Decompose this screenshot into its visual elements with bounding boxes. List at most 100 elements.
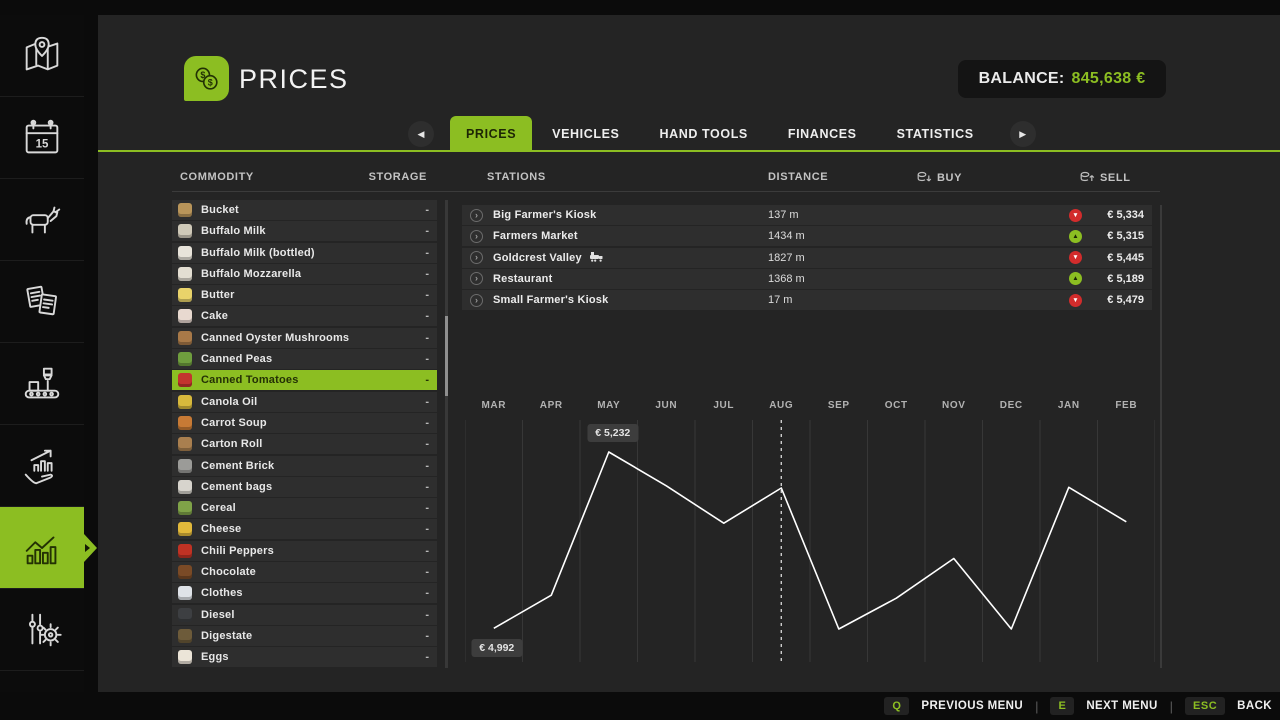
contracts-icon	[26, 285, 57, 315]
station-name: Farmers Market	[493, 230, 578, 243]
commodity-row[interactable]: Carton Roll -	[172, 434, 437, 455]
station-row[interactable]: › Big Farmer's Kiosk 137 m ▼ € 5,334	[462, 205, 1152, 225]
commodity-row[interactable]: Clothes -	[172, 583, 437, 604]
station-sell-price: € 5,189	[1107, 272, 1144, 285]
sidebar-item-finances[interactable]	[0, 425, 84, 507]
tab-vehicles[interactable]: VEHICLES	[552, 127, 620, 141]
commodity-row[interactable]: Cement bags -	[172, 476, 437, 497]
footer-action-previous-menu[interactable]: PREVIOUS MENU	[921, 700, 1024, 712]
commodity-storage-value: -	[425, 566, 429, 579]
price-trend-down-icon: ▼	[1069, 251, 1082, 265]
commodity-row[interactable]: Cement Brick -	[172, 455, 437, 476]
commodity-name: Canned Peas	[201, 353, 273, 366]
tab-prices[interactable]: PRICES	[450, 116, 533, 152]
commodity-row[interactable]: Buffalo Milk -	[172, 221, 437, 242]
commodity-name: Cereal	[201, 502, 236, 515]
commodity-name: Digestate	[201, 629, 253, 642]
tab-statistics[interactable]: STATISTICS	[896, 127, 974, 141]
sell-coins-icon	[1080, 171, 1095, 182]
commodity-name: Butter	[201, 289, 235, 302]
commodity-row[interactable]: Chili Peppers -	[172, 540, 437, 561]
chart-month-label: FEB	[1115, 400, 1138, 411]
commodity-storage-value: -	[425, 480, 429, 493]
commodity-storage-value: -	[425, 395, 429, 408]
sidebar-item-production[interactable]	[0, 343, 84, 425]
commodity-storage-value: -	[425, 629, 429, 642]
column-commodity: COMMODITY	[180, 171, 254, 183]
sidebar-item-contracts[interactable]	[0, 261, 84, 343]
svg-text:$: $	[200, 70, 205, 80]
station-row[interactable]: › Goldcrest Valley 1827 m ▼ € 5,445	[462, 247, 1152, 268]
footer-action-next-menu[interactable]: NEXT MENU	[1086, 700, 1158, 712]
commodity-scrollbar-thumb[interactable]	[445, 316, 448, 396]
commodity-storage-value: -	[425, 353, 429, 366]
chart-canvas	[465, 420, 1155, 662]
commodity-row[interactable]: Diesel -	[172, 604, 437, 625]
chart-value-label: € 4,992	[471, 639, 523, 658]
commodity-row[interactable]: Butter -	[172, 285, 437, 306]
tabs-prev-button[interactable]: ◀	[408, 121, 434, 147]
commodity-row[interactable]: Buffalo Mozzarella -	[172, 263, 437, 284]
sidebar-item-animals[interactable]	[0, 179, 84, 261]
station-distance: 17 m	[768, 294, 793, 307]
chart-month-label: MAR	[481, 400, 507, 411]
station-row[interactable]: › Small Farmer's Kiosk 17 m ▼ € 5,479	[462, 290, 1152, 311]
price-line	[493, 451, 1127, 630]
sidebar-item-map[interactable]	[0, 15, 84, 97]
column-storage: STORAGE	[368, 171, 427, 183]
tabs-next-button[interactable]: ▶	[1009, 121, 1036, 147]
commodity-name: Carrot Soup	[201, 416, 267, 429]
commodity-icon	[178, 266, 192, 281]
station-row[interactable]: › Farmers Market 1434 m ▲ € 5,315	[462, 226, 1152, 247]
tab-hand-tools[interactable]: HAND TOOLS	[659, 127, 748, 141]
commodity-row[interactable]: Digestate -	[172, 625, 437, 646]
footer-action-back[interactable]: BACK	[1237, 700, 1272, 712]
commodity-row[interactable]: Buffalo Milk (bottled) -	[172, 242, 437, 263]
station-marker-icon: ›	[470, 251, 483, 265]
keycap-q: Q	[884, 697, 910, 715]
commodity-row[interactable]: Canola Oil -	[172, 391, 437, 412]
sidebar-item-settings[interactable]	[0, 589, 84, 671]
balance-value: 845,638 €	[1071, 70, 1146, 87]
stations-scrollbar[interactable]	[1160, 205, 1162, 668]
tab-finances[interactable]: FINANCES	[787, 127, 857, 141]
commodity-row[interactable]: Canned Oyster Mushrooms -	[172, 327, 437, 348]
commodity-row[interactable]: Eggs -	[172, 647, 437, 668]
commodity-row[interactable]: Bucket -	[172, 200, 437, 220]
commodity-row[interactable]: Cheese -	[172, 519, 437, 540]
commodity-name: Buffalo Milk (bottled)	[201, 246, 315, 259]
commodity-row[interactable]: Chocolate -	[172, 562, 437, 583]
commodity-storage-value: -	[425, 544, 429, 557]
sidebar-item-calendar[interactable]: 15	[0, 97, 84, 179]
commodity-icon	[178, 352, 192, 367]
commodity-name: Cake	[201, 310, 229, 323]
chart-month-label: MAY	[597, 400, 621, 411]
station-row[interactable]: › Restaurant 1368 m ▲ € 5,189	[462, 268, 1152, 289]
price-trend-down-icon: ▼	[1069, 208, 1082, 222]
commodity-name: Bucket	[201, 204, 239, 216]
commodity-storage-value: -	[425, 587, 429, 600]
commodity-row[interactable]: Canned Peas -	[172, 349, 437, 370]
commodity-row[interactable]: Cereal -	[172, 498, 437, 519]
commodity-scrollbar-track[interactable]	[445, 200, 448, 668]
commodity-row[interactable]: Carrot Soup -	[172, 412, 437, 433]
column-buy: BUY	[917, 171, 962, 184]
prices-app-icon: $ $	[184, 56, 229, 101]
column-stations: STATIONS	[487, 171, 546, 183]
station-distance: 1368 m	[768, 272, 805, 285]
sidebar-item-statistics[interactable]	[0, 507, 97, 589]
calendar-icon: 15	[25, 119, 59, 153]
tab-underline	[98, 150, 1280, 152]
settings-icon	[28, 613, 62, 646]
commodity-row[interactable]: Cake -	[172, 306, 437, 327]
commodity-icon	[178, 309, 192, 324]
tabs: PRICES VEHICLES HAND TOOLS FINANCES STATISTI…	[450, 116, 994, 152]
commodity-storage-value: -	[425, 225, 429, 238]
commodity-icon	[178, 394, 192, 409]
commodity-icon	[178, 479, 192, 494]
commodity-name: Carton Roll	[201, 438, 263, 451]
chart-month-label: OCT	[884, 400, 908, 411]
commodity-row[interactable]: Canned Tomatoes -	[172, 370, 437, 391]
commodity-storage-value: -	[425, 246, 429, 259]
